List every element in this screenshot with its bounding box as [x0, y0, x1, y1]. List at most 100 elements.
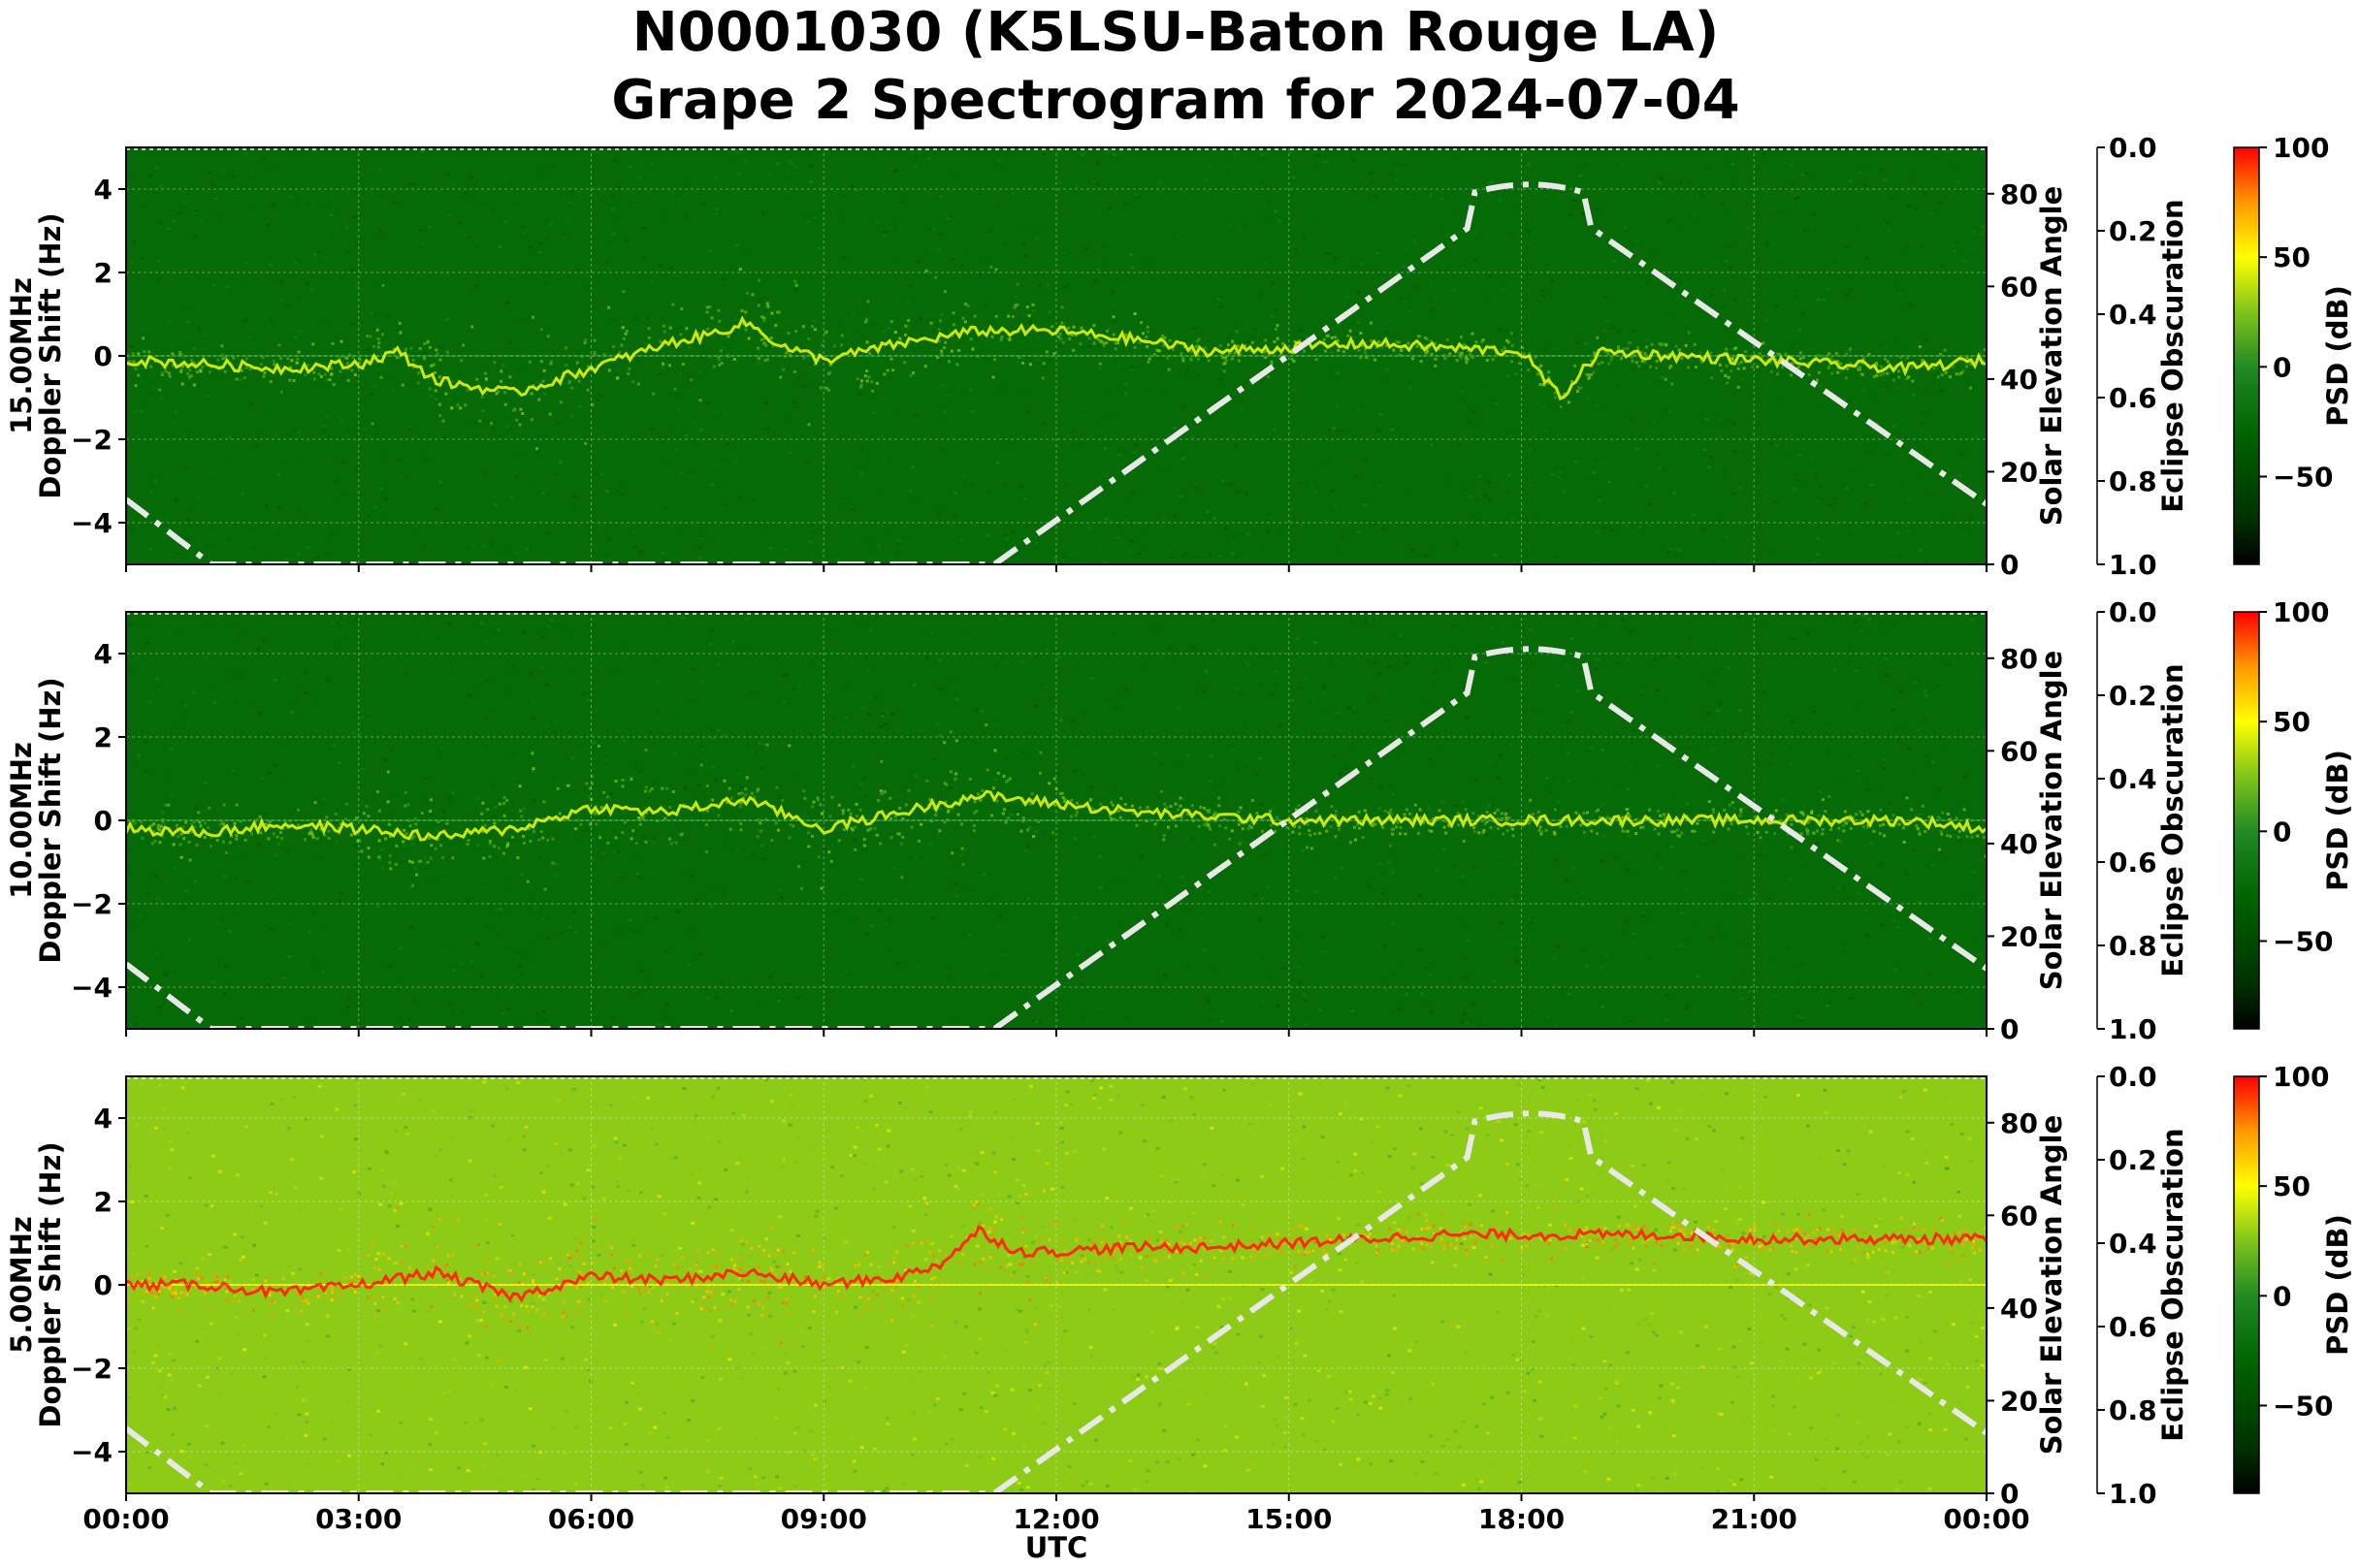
spectrogram-speckle	[1477, 291, 1481, 294]
spectrogram-speckle	[795, 405, 799, 408]
spectrogram-speckle	[680, 821, 684, 824]
doppler-energy-point	[1156, 349, 1159, 352]
doppler-energy-point	[1720, 369, 1723, 372]
spectrogram-speckle	[1924, 387, 1927, 390]
doppler-energy-point	[201, 366, 204, 368]
doppler-energy-point	[1906, 357, 1909, 360]
spectrogram-speckle	[618, 854, 622, 857]
doppler-energy-point	[612, 345, 615, 348]
spectrogram-speckle	[1125, 518, 1129, 521]
doppler-energy-point	[190, 822, 193, 825]
spectrogram-speckle	[1706, 713, 1710, 716]
spectrogram-speckle	[1051, 1394, 1055, 1397]
doppler-energy-point	[1737, 363, 1740, 366]
spectrogram-speckle	[715, 996, 719, 999]
doppler-energy-point	[417, 371, 420, 374]
spectrogram-speckle	[1356, 408, 1360, 411]
spectrogram-speckle	[1633, 932, 1636, 935]
doppler-energy-point	[1062, 341, 1065, 344]
doppler-energy-point	[436, 352, 438, 355]
doppler-energy-point	[744, 310, 747, 313]
spectrogram-speckle	[1505, 809, 1509, 812]
spectrogram-speckle	[525, 547, 529, 550]
spectrogram-speckle	[1885, 673, 1889, 676]
spectrogram-speckle	[1591, 624, 1595, 627]
spectrogram-speckle	[1652, 420, 1656, 423]
spectrogram-speckle	[605, 261, 609, 264]
spectrogram-speckle	[1056, 773, 1060, 776]
spectrogram-speckle	[1794, 411, 1798, 414]
spectrogram-speckle	[154, 875, 158, 878]
doppler-energy-point	[764, 344, 767, 347]
spectrogram-speckle	[255, 445, 259, 448]
spectrogram-speckle	[695, 795, 699, 798]
spectrogram-speckle	[1600, 749, 1604, 752]
doppler-energy-point	[311, 342, 314, 345]
spectrogram-speckle	[1377, 863, 1381, 866]
eclipse-tick-label: 0.0	[2109, 132, 2157, 164]
doppler-energy-point	[863, 844, 866, 847]
doppler-energy-point	[293, 379, 296, 382]
doppler-energy-point	[802, 357, 805, 360]
spectrogram-speckle	[599, 368, 603, 370]
spectrogram-speckle	[271, 528, 275, 530]
spectrogram-speckle	[1173, 427, 1177, 430]
spectrogram-speckle	[1647, 957, 1651, 960]
spectrogram-speckle	[819, 963, 823, 966]
spectrogram-speckle	[1924, 338, 1928, 341]
doppler-energy-point	[459, 406, 462, 409]
spectrogram-speckle	[223, 992, 227, 995]
spectrogram-speckle	[552, 422, 556, 425]
spectrogram-speckle	[788, 418, 792, 421]
spectrogram-speckle	[1542, 519, 1546, 522]
doppler-energy-point	[1291, 831, 1294, 834]
doppler-energy-point	[1306, 846, 1309, 848]
spectrogram-speckle	[475, 943, 479, 945]
spectrogram-speckle	[1193, 327, 1197, 330]
spectrogram-speckle	[204, 781, 208, 784]
doppler-energy-point	[1203, 807, 1206, 810]
spectrogram-speckle	[1450, 1134, 1454, 1136]
doppler-energy-point	[429, 810, 432, 813]
doppler-energy-point	[880, 792, 883, 795]
spectrogram-speckle	[454, 837, 458, 840]
doppler-energy-point	[328, 837, 331, 840]
spectrogram-speckle	[1471, 789, 1475, 792]
doppler-energy-point	[644, 790, 647, 793]
doppler-energy-point	[1859, 811, 1862, 814]
doppler-energy-point	[1334, 835, 1337, 838]
spectrogram-speckle	[538, 251, 542, 254]
spectrogram-speckle	[717, 1427, 721, 1430]
spectrogram-speckle	[1954, 662, 1957, 665]
doppler-energy-point	[635, 842, 638, 845]
doppler-energy-point	[1008, 338, 1011, 341]
spectrogram-speckle	[557, 1099, 561, 1102]
spectrogram-speckle	[1966, 295, 1970, 298]
doppler-energy-point	[867, 301, 870, 304]
doppler-energy-point	[235, 838, 238, 841]
spectrogram-speckle	[1176, 236, 1180, 239]
spectrogram-speckle	[1503, 286, 1506, 289]
spectrogram-speckle	[1636, 1425, 1640, 1428]
spectrogram-speckle	[928, 827, 932, 830]
spectrogram-speckle	[755, 751, 759, 753]
spectrogram-speckle	[1337, 1217, 1341, 1220]
spectrogram-speckle	[429, 1468, 433, 1471]
spectrogram-speckle	[337, 440, 340, 443]
spectrogram-speckle	[490, 707, 494, 710]
spectrogram-speckle	[675, 911, 679, 913]
spectrogram-speckle	[888, 918, 891, 921]
doppler-energy-point	[195, 844, 198, 847]
spectrogram-speckle	[1711, 841, 1715, 844]
doppler-energy-point	[973, 824, 976, 827]
spectrogram-speckle	[1381, 892, 1385, 895]
spectrogram-speckle	[812, 320, 816, 323]
spectrogram-speckle	[657, 962, 661, 965]
doppler-energy-point	[1057, 336, 1060, 338]
spectrogram-speckle	[649, 362, 653, 365]
spectrogram-speckle	[499, 519, 502, 522]
doppler-energy-point	[278, 343, 281, 346]
doppler-energy-point	[1947, 813, 1950, 816]
spectrogram-speckle	[1860, 163, 1864, 166]
